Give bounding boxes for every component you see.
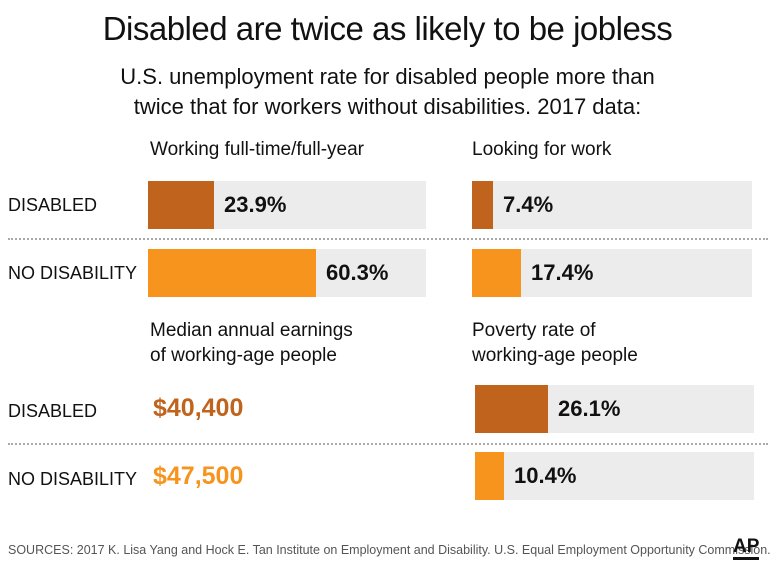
value-label-disabled: 23.9% (224, 192, 287, 217)
value-label-disabled: 7.4% (503, 192, 554, 217)
bar-track: 60.3% (148, 249, 426, 297)
bar-track: 23.9% (148, 181, 426, 229)
row-label-disabled: DISABLED (8, 195, 98, 215)
bar-disabled (148, 181, 214, 229)
panel-title-median-earnings: Median annual earnings of working-age pe… (150, 320, 353, 366)
source-note: SOURCES: 2017 K. Lisa Yang and Hock E. T… (8, 543, 771, 557)
row-label-disabled-lower: DISABLED (8, 401, 98, 421)
bar-track: 17.4% (472, 249, 752, 297)
bar-track: 10.4% (475, 452, 754, 500)
bar-track: 26.1% (475, 385, 754, 433)
chart-subtitle: U.S. unemployment rate for disabled peop… (120, 64, 655, 119)
chart-title: Disabled are twice as likely to be joble… (102, 10, 673, 47)
panel-title-poverty-rate: Poverty rate of working-age people (472, 320, 638, 366)
bar-track: 7.4% (472, 181, 752, 229)
panel-title-full-time: Working full-time/full-year (150, 139, 364, 160)
row-separator (8, 238, 768, 240)
bar-no-disability (472, 249, 521, 297)
bar-no-disability (148, 249, 316, 297)
earnings-value-no-disability: $47,500 (153, 462, 244, 490)
value-label-no-disability: 17.4% (531, 260, 594, 285)
row-separator-lower (8, 443, 768, 445)
value-label-disabled: 26.1% (558, 396, 621, 421)
bar-disabled (472, 181, 493, 229)
bar-disabled (475, 385, 548, 433)
value-label-no-disability: 10.4% (514, 463, 577, 488)
earnings-value-disabled: $40,400 (153, 394, 244, 422)
ap-logo: AP (733, 537, 760, 560)
value-label-no-disability: 60.3% (326, 260, 389, 285)
panel-title-looking-for-work: Looking for work (472, 139, 612, 160)
row-label-no-disability-lower: NO DISABILITY (8, 469, 138, 489)
row-label-no-disability: NO DISABILITY (8, 263, 138, 283)
bar-no-disability (475, 452, 504, 500)
